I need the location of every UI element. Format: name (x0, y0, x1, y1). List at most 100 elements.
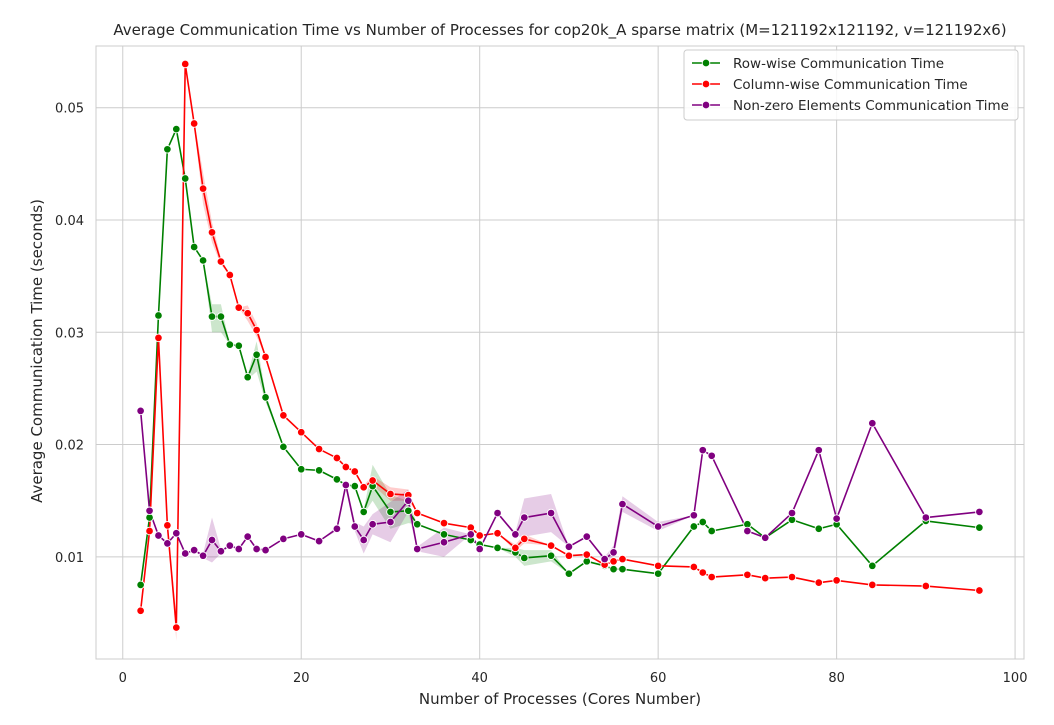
data-point (520, 553, 529, 563)
data-point (368, 476, 377, 485)
data-point (279, 442, 288, 452)
data-point (163, 521, 172, 530)
data-point (332, 475, 342, 484)
data-point (582, 532, 592, 541)
data-point (359, 535, 368, 545)
data-point (564, 551, 574, 560)
data-point (689, 522, 699, 531)
data-point (314, 536, 324, 546)
data-point (760, 533, 770, 543)
data-point (279, 411, 288, 420)
data-point (439, 518, 449, 528)
data-point (698, 517, 708, 527)
data-point (243, 308, 252, 318)
data-point (234, 341, 244, 351)
data-point (359, 507, 368, 517)
x-axis-label: Number of Processes (Cores Number) (419, 690, 701, 708)
data-point (207, 535, 217, 545)
data-point (296, 530, 306, 539)
data-point (609, 548, 618, 557)
data-point (868, 580, 877, 590)
data-point (546, 508, 556, 518)
tick-labels: 0 20 40 60 80 100 0.01 0.02 0.03 0.04 0.05 (55, 102, 1027, 686)
data-point (653, 522, 663, 531)
data-point (350, 522, 360, 531)
data-point (493, 543, 502, 553)
data-point (814, 445, 824, 455)
data-point (689, 511, 699, 520)
data-point (760, 573, 770, 583)
data-point (404, 506, 413, 516)
confidence-band (238, 341, 284, 447)
data-point (207, 312, 217, 321)
data-point (189, 119, 199, 128)
data-point (341, 462, 351, 472)
data-point (198, 184, 208, 193)
data-point (493, 508, 502, 518)
data-point (618, 564, 627, 574)
data-point (332, 524, 342, 534)
data-point (582, 550, 592, 559)
legend-label: Column-wise Communication Time (733, 77, 968, 93)
y-tick-label: 0.02 (55, 439, 84, 454)
data-point (225, 541, 235, 550)
legend-swatch-marker (701, 79, 711, 89)
data-point (511, 530, 520, 539)
data-point (154, 531, 163, 540)
data-point (975, 586, 984, 595)
data-point (386, 489, 395, 499)
data-point (350, 467, 360, 476)
data-point (546, 551, 556, 560)
data-point (698, 568, 708, 577)
data-point (136, 406, 145, 416)
data-point (653, 569, 663, 578)
data-point (225, 340, 235, 349)
data-point (439, 530, 449, 539)
data-point (653, 561, 663, 571)
x-tick-label: 40 (471, 671, 488, 686)
data-point (404, 496, 413, 505)
data-point (475, 531, 484, 540)
data-point (341, 480, 351, 490)
data-point (154, 311, 163, 320)
data-point (921, 513, 931, 522)
x-tick-label: 60 (650, 671, 667, 686)
x-tick-label: 20 (293, 671, 310, 686)
data-point (386, 507, 395, 517)
data-point (520, 534, 529, 544)
data-point (600, 554, 609, 564)
data-point (466, 530, 476, 539)
data-point (832, 514, 841, 523)
data-point (332, 453, 342, 463)
data-point (163, 145, 172, 154)
data-point (412, 520, 422, 529)
confidence-band (586, 496, 694, 562)
data-point (975, 507, 984, 517)
data-point (234, 303, 244, 312)
data-point (180, 59, 190, 69)
data-point (698, 445, 708, 455)
data-point (261, 393, 270, 402)
data-point (261, 352, 270, 362)
data-point (743, 526, 752, 536)
data-point (154, 333, 163, 343)
series-markers (136, 59, 984, 632)
data-point (252, 544, 261, 554)
data-point (412, 508, 422, 518)
data-point (707, 572, 716, 582)
data-point (618, 499, 627, 509)
data-point (198, 551, 208, 560)
y-tick-label: 0.04 (55, 214, 84, 229)
data-point (314, 466, 324, 475)
chart-title: Average Communication Time vs Number of … (113, 21, 1006, 40)
data-point (564, 542, 574, 551)
data-point (252, 325, 261, 335)
legend: Row-wise Communication Time Column-wise C… (683, 49, 1019, 121)
data-point (136, 606, 145, 615)
data-point (136, 580, 145, 590)
data-point (172, 529, 181, 538)
legend-box (683, 49, 1019, 121)
data-point (743, 570, 752, 580)
